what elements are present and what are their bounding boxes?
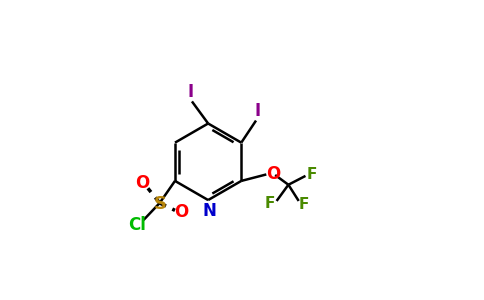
- Text: O: O: [174, 203, 189, 221]
- Text: Cl: Cl: [128, 216, 146, 234]
- Text: F: F: [299, 197, 309, 212]
- Text: O: O: [135, 174, 149, 192]
- Text: S: S: [154, 195, 167, 213]
- Text: N: N: [203, 202, 216, 220]
- Text: F: F: [265, 196, 275, 211]
- Text: O: O: [266, 165, 280, 183]
- Text: F: F: [307, 167, 317, 182]
- Text: I: I: [187, 83, 194, 101]
- Text: I: I: [255, 102, 260, 120]
